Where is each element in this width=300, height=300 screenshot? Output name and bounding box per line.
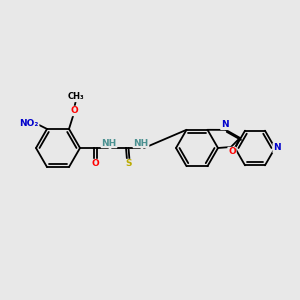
Text: O: O [70,106,78,116]
Text: NH: NH [101,139,117,148]
Text: S: S [125,160,131,169]
Text: O: O [91,160,99,169]
Text: O: O [228,148,236,157]
Text: CH₃: CH₃ [68,92,84,101]
Text: NO₂: NO₂ [19,119,39,128]
Text: N: N [273,143,281,152]
Text: NH: NH [134,139,148,148]
Text: N: N [221,120,229,129]
